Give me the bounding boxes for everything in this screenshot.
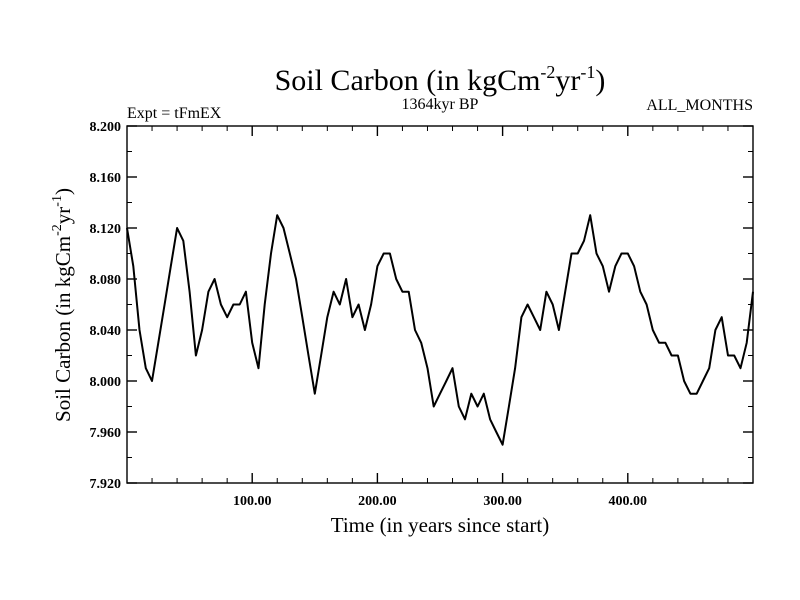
- x-axis-ticks: 100.00 200.00 300.00 400.00: [151, 126, 729, 509]
- y-axis-label-main: Soil Carbon (in kgCm: [51, 236, 75, 422]
- y-tick-label: 8.160: [90, 171, 122, 186]
- y-axis-label-exponent-2: -1: [50, 195, 65, 207]
- y-tick-label: 8.200: [90, 120, 122, 135]
- chart-title-exponent-2: -1: [580, 62, 595, 82]
- x-tick-label: 100.00: [233, 494, 272, 509]
- y-tick-label: 7.920: [90, 477, 122, 492]
- chart-title-close: ): [595, 64, 605, 97]
- y-tick-label: 7.960: [90, 426, 122, 441]
- y-tick-label: 8.080: [90, 273, 122, 288]
- x-tick-label: 400.00: [609, 494, 648, 509]
- y-axis-ticks: 7.920 7.960 8.000 8.040 8.080 8.120 8.160 8.200: [90, 120, 753, 492]
- months-label: ALL_MONTHS: [646, 97, 753, 114]
- y-tick-label: 8.040: [90, 324, 122, 339]
- period-label: 1364kyr BP: [402, 96, 479, 113]
- chart-title: Soil Carbon (in kgCm-2yr-1): [275, 62, 606, 97]
- y-tick-label: 8.000: [90, 375, 122, 390]
- series-line-soil-carbon: [126, 214, 754, 446]
- chart-title-main: Soil Carbon (in kgCm: [275, 64, 541, 97]
- y-axis-label-exponent-1: -2: [50, 224, 65, 236]
- y-axis-label-close: ): [51, 188, 75, 195]
- chart-title-unit: yr: [555, 64, 580, 97]
- chart-title-exponent-1: -2: [540, 62, 555, 82]
- x-axis-label: Time (in years since start): [331, 513, 550, 537]
- y-axis-label: Soil Carbon (in kgCm-2yr-1): [50, 188, 75, 422]
- y-tick-label: 8.120: [90, 222, 122, 237]
- experiment-label: Expt = tFmEX: [127, 105, 222, 122]
- plot-frame: [126, 125, 754, 484]
- x-tick-label: 300.00: [483, 494, 522, 509]
- y-axis-label-unit: yr: [51, 207, 75, 225]
- x-tick-label: 200.00: [358, 494, 397, 509]
